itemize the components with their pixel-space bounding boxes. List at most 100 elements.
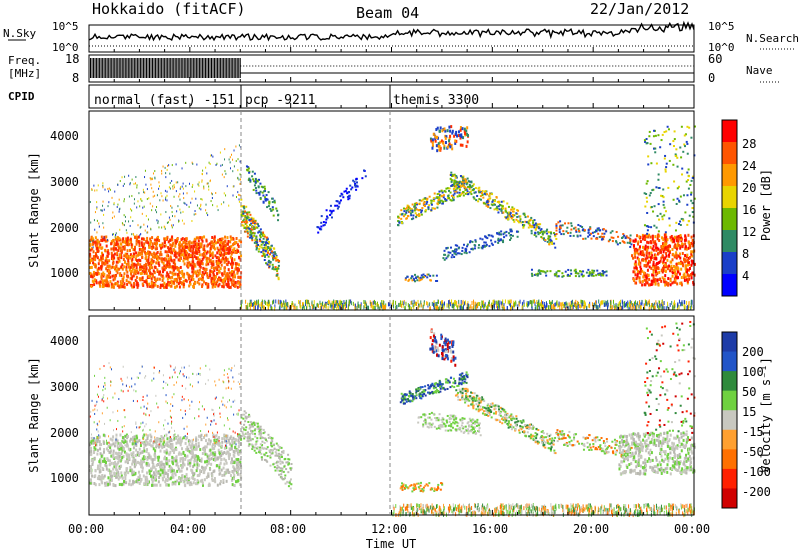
power-cell xyxy=(412,303,414,308)
power-cell xyxy=(377,305,379,310)
power-cell xyxy=(581,300,583,305)
power-cell xyxy=(119,285,122,289)
power-cell xyxy=(180,238,183,242)
power-cell xyxy=(116,282,119,286)
power-cell xyxy=(240,240,243,244)
power-cell xyxy=(444,141,447,145)
power-cell xyxy=(690,199,693,202)
power-cell xyxy=(140,198,142,201)
power-cell xyxy=(454,190,457,193)
power-cell xyxy=(547,231,550,234)
power-cell xyxy=(430,203,433,206)
power-cell xyxy=(268,247,271,250)
power-cell xyxy=(268,265,271,268)
power-cell xyxy=(523,299,525,304)
power-cell xyxy=(97,266,100,270)
power-cell xyxy=(446,255,449,258)
power-cell xyxy=(153,265,156,269)
power-cell xyxy=(411,209,414,212)
power-cell xyxy=(466,140,469,144)
power-cell xyxy=(682,219,685,222)
power-cell xyxy=(448,139,451,143)
power-cell xyxy=(652,135,655,138)
power-cell xyxy=(238,198,240,201)
power-cell xyxy=(252,226,255,229)
power-cell xyxy=(673,255,676,259)
power-cell xyxy=(441,300,443,305)
power-cell xyxy=(230,252,233,256)
power-cell xyxy=(413,305,415,310)
power-cell xyxy=(258,238,261,241)
power-cell xyxy=(124,220,126,223)
power-cell xyxy=(467,180,470,183)
power-cell xyxy=(250,302,252,307)
power-cell xyxy=(607,240,610,243)
power-cell xyxy=(129,182,131,185)
power-cell xyxy=(159,270,162,274)
power-cell xyxy=(165,283,168,287)
power-cell xyxy=(636,302,638,307)
power-cell xyxy=(657,251,660,255)
power-cell xyxy=(661,242,664,246)
power-cell xyxy=(651,303,653,308)
power-cell xyxy=(450,256,453,259)
power-cell xyxy=(678,305,680,310)
power-cell xyxy=(674,229,677,232)
power-cell xyxy=(156,238,159,242)
power-cell xyxy=(94,264,97,268)
power-cell xyxy=(493,203,496,206)
power-cell xyxy=(285,302,287,307)
power-cell xyxy=(187,274,190,278)
power-cell xyxy=(263,233,266,236)
power-cell xyxy=(529,299,531,304)
power-cell xyxy=(130,283,133,287)
power-cell xyxy=(244,214,247,217)
power-cell xyxy=(120,273,123,277)
power-cell xyxy=(93,282,96,286)
power-cell xyxy=(112,211,114,214)
power-cell xyxy=(305,306,307,311)
power-cell xyxy=(456,303,458,308)
power-cell xyxy=(639,265,642,269)
power-cell xyxy=(102,186,104,189)
velocity-cell xyxy=(114,460,117,464)
power-cell xyxy=(645,259,648,263)
power-cell xyxy=(128,265,131,269)
power-cell xyxy=(191,185,193,188)
power-cell xyxy=(96,256,99,260)
power-cell xyxy=(400,221,403,224)
power-cell xyxy=(691,250,694,254)
power-cell xyxy=(411,279,414,282)
power-cell xyxy=(273,299,275,304)
power-cell xyxy=(493,200,496,203)
power-cell xyxy=(679,244,682,248)
power-cell xyxy=(137,271,140,275)
power-cell xyxy=(92,270,95,274)
power-cell xyxy=(541,237,544,240)
power-cell xyxy=(680,125,683,128)
power-cell xyxy=(691,261,694,265)
power-cell xyxy=(532,221,535,224)
power-cell xyxy=(454,141,457,145)
power-cell xyxy=(373,305,375,310)
power-cell xyxy=(652,278,655,282)
power-cell xyxy=(684,242,687,246)
power-cell xyxy=(661,218,664,221)
power-cell xyxy=(464,300,466,305)
power-cell xyxy=(673,302,675,307)
noise-trace xyxy=(88,20,695,47)
power-cell xyxy=(185,256,188,260)
power-cell xyxy=(546,240,549,243)
power-cell xyxy=(101,209,103,212)
power-cell xyxy=(253,184,256,187)
power-cell xyxy=(395,300,397,305)
power-cell xyxy=(689,183,692,186)
power-cell xyxy=(571,305,573,310)
power-cell xyxy=(212,204,214,207)
power-cell xyxy=(206,212,208,215)
power-cell xyxy=(222,245,225,249)
power-cell xyxy=(92,246,94,249)
power-cell xyxy=(511,210,514,213)
power-cell xyxy=(657,230,660,233)
